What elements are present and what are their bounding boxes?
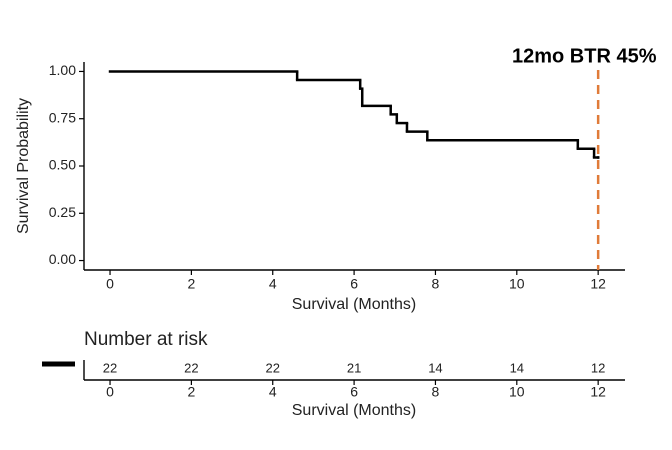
risk-table-title: Number at risk — [84, 329, 208, 350]
x-tick-label: 6 — [350, 276, 358, 292]
risk-count: 14 — [510, 360, 524, 375]
x-tick-label: 2 — [187, 276, 195, 292]
x-tick-label: 0 — [106, 276, 114, 292]
risk-count: 21 — [347, 360, 361, 375]
risk-x-tick-label: 6 — [350, 384, 358, 400]
risk-x-tick-label: 10 — [509, 384, 525, 400]
risk-count: 14 — [428, 360, 442, 375]
risk-x-tick-label: 8 — [432, 384, 440, 400]
chart-title: 12mo BTR 45% — [512, 45, 657, 67]
risk-x-tick-label: 12 — [590, 384, 606, 400]
risk-count: 12 — [591, 360, 605, 375]
y-tick-label: 0.75 — [49, 109, 76, 125]
x-tick-label: 12 — [590, 276, 606, 292]
risk-x-tick-label: 0 — [106, 384, 114, 400]
x-axis-label: Survival (Months) — [292, 296, 416, 313]
x-tick-label: 8 — [432, 276, 440, 292]
y-tick-label: 1.00 — [49, 62, 76, 78]
risk-count: 22 — [103, 360, 117, 375]
x-tick-label: 4 — [269, 276, 277, 292]
risk-x-axis-label: Survival (Months) — [292, 402, 416, 419]
risk-x-tick-label: 4 — [269, 384, 277, 400]
y-tick-label: 0.25 — [49, 204, 76, 220]
y-axis-label: Survival Probability — [15, 98, 32, 234]
y-tick-label: 0.00 — [49, 251, 76, 267]
risk-count: 22 — [184, 360, 198, 375]
x-tick-label: 10 — [509, 276, 525, 292]
risk-count: 22 — [266, 360, 280, 375]
risk-x-tick-label: 2 — [187, 384, 195, 400]
y-tick-label: 0.50 — [49, 157, 76, 173]
